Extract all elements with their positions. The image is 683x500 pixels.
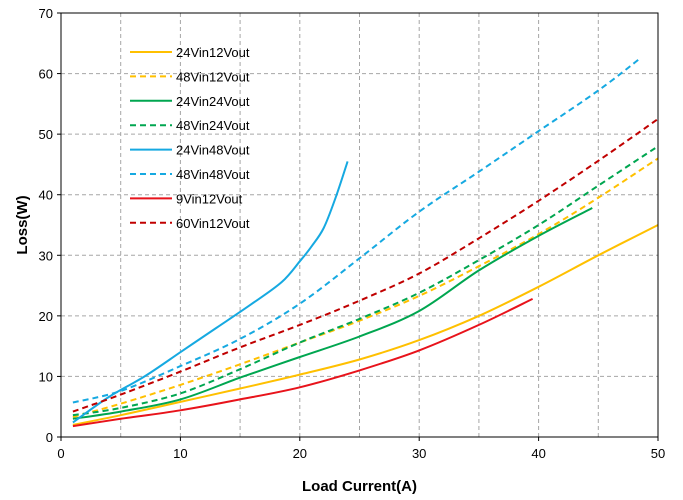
series-line-60vin12vout (72, 118, 659, 413)
x-axis-title: Load Current(A) (302, 478, 417, 495)
series-line-48vin24vout (72, 145, 659, 417)
x-tick-label: 0 (57, 446, 64, 461)
legend-label-9vin12vout: 9Vin12Vout (176, 191, 243, 206)
series-line-24vin24vout (72, 207, 593, 420)
grid-lines (61, 13, 658, 437)
legend-label-48vin24vout: 48Vin24Vout (176, 118, 250, 133)
y-tick-label: 50 (39, 127, 53, 142)
legend-label-60vin12vout: 60Vin12Vout (176, 216, 250, 231)
x-tick-label: 50 (651, 446, 665, 461)
legend: 24Vin12Vout 48Vin12Vout 24Vin24Vout 48Vin24… (130, 45, 250, 231)
x-tick-label: 10 (173, 446, 187, 461)
y-tick-label: 10 (39, 369, 53, 384)
legend-label-48vin48vout: 48Vin48Vout (176, 167, 250, 182)
x-tick-label: 40 (531, 446, 545, 461)
legend-label-24vin24vout: 24Vin24Vout (176, 94, 250, 109)
y-tick-label: 70 (39, 6, 53, 21)
legend-label-24vin48vout: 24Vin48Vout (176, 143, 250, 158)
series-line-24vin48vout (72, 161, 349, 424)
series-line-24vin12vout (72, 224, 659, 426)
series-lines (72, 57, 659, 428)
series-line-9vin12vout (72, 297, 534, 428)
series-line-48vin12vout (72, 157, 659, 418)
y-tick-label: 0 (46, 430, 53, 445)
y-tick-label: 40 (39, 188, 53, 203)
series-line-48vin48vout (72, 57, 641, 404)
y-axis-title: Loss(W) (14, 195, 31, 254)
x-tick-label: 20 (293, 446, 307, 461)
axis-ticks: 0 10 20 30 40 50 0 10 20 30 40 50 60 70 (39, 6, 666, 461)
legend-label-24vin12vout: 24Vin12Vout (176, 45, 250, 60)
y-tick-label: 30 (39, 248, 53, 263)
plot-area-frame (60, 12, 659, 438)
legend-label-48vin12vout: 48Vin12Vout (176, 69, 250, 84)
x-tick-label: 30 (412, 446, 426, 461)
y-tick-label: 60 (39, 67, 53, 82)
y-tick-label: 20 (39, 309, 53, 324)
